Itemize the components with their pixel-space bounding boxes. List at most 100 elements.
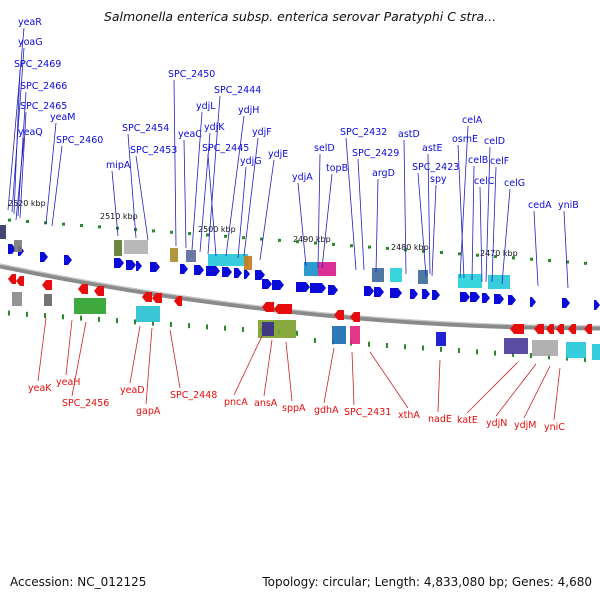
forward-gene-label-spc-2453: SPC_2453: [130, 145, 177, 156]
reverse-gene-label-kate: katE: [457, 415, 478, 426]
track-tick: [584, 261, 587, 265]
leader-line: [351, 351, 355, 406]
track-tick: [368, 245, 371, 249]
forward-gene-label-celg: celG: [504, 178, 525, 189]
leader-line: [437, 359, 441, 413]
scale-label-4: 2480 kbp: [391, 243, 429, 252]
forward-gene-label-spc-2423: SPC_2423: [412, 162, 459, 173]
track-tick: [548, 259, 551, 263]
forward-gene-arrow: [194, 265, 204, 275]
leader-line: [297, 182, 307, 267]
reverse-gene-arrow: [42, 280, 52, 290]
forward-gene-label-spc-2450: SPC_2450: [168, 69, 215, 80]
track-tick: [80, 315, 82, 321]
track-tick: [440, 346, 442, 352]
leader-line: [225, 115, 245, 257]
track-tick: [368, 341, 370, 347]
gene-block-22: [350, 326, 360, 344]
reverse-gene-label-spc-2448: SPC_2448: [170, 390, 217, 401]
forward-gene-arrow: [390, 288, 402, 298]
reverse-gene-label-spc-2431: SPC_2431: [344, 407, 391, 418]
gene-block-21: [332, 326, 346, 344]
reverse-gene-arrow: [546, 324, 554, 334]
forward-gene-label-ydja: ydjA: [292, 172, 313, 183]
reverse-gene-label-yeak: yeaK: [28, 383, 52, 394]
gene-block-17: [74, 298, 106, 314]
leader-line: [403, 139, 407, 275]
track-tick: [314, 241, 317, 245]
forward-gene-label-spc-2445: SPC_2445: [202, 143, 249, 154]
forward-gene-arrow: [374, 287, 384, 297]
forward-gene-arrow: [296, 282, 310, 292]
track-tick: [458, 252, 461, 256]
track-tick: [206, 324, 208, 330]
forward-gene-arrow: [482, 293, 490, 303]
forward-gene-label-spc-2454: SPC_2454: [122, 123, 169, 134]
gene-block-27: [592, 344, 600, 360]
forward-gene-label-mipa: mipA: [106, 160, 131, 171]
track-tick: [512, 351, 514, 357]
forward-gene-label-astd: astD: [398, 129, 420, 140]
leader-line: [207, 153, 217, 257]
reverse-gene-label-yeah: yeaH: [56, 377, 80, 388]
leader-line: [19, 111, 27, 219]
track-tick: [62, 314, 64, 320]
forward-gene-label-seld: selD: [314, 143, 335, 154]
gene-block-3: [124, 240, 148, 254]
forward-gene-arrow: [222, 267, 232, 277]
reverse-gene-label-ynic: yniC: [544, 422, 565, 433]
forward-gene-arrow: [530, 297, 536, 307]
track-tick: [44, 221, 47, 225]
forward-gene-label-celf: celF: [490, 156, 509, 167]
leader-line: [523, 365, 551, 419]
gene-block-14: [488, 275, 510, 289]
track-tick: [548, 354, 550, 360]
reverse-gene-arrow: [510, 324, 524, 334]
gene-block-7: [244, 256, 252, 270]
forward-gene-arrow: [364, 286, 374, 296]
track-tick: [530, 257, 533, 261]
leader-line: [501, 188, 511, 285]
track-tick: [170, 230, 173, 234]
track-tick: [188, 323, 190, 329]
leader-line: [65, 319, 73, 376]
gene-block-10: [372, 268, 384, 282]
forward-gene-label-spc-2429: SPC_2429: [352, 148, 399, 159]
reverse-gene-arrow: [78, 284, 88, 294]
accession-label: Accession: NC_012125: [10, 575, 147, 589]
track-tick: [8, 218, 11, 222]
reverse-gene-arrow: [94, 286, 104, 296]
gene-block-15: [12, 292, 22, 306]
forward-gene-arrow: [114, 258, 124, 268]
track-tick: [494, 255, 497, 259]
gene-block-9: [304, 262, 318, 276]
track-tick: [314, 337, 316, 343]
gene-block-26: [566, 342, 586, 358]
reverse-gene-arrow: [174, 296, 182, 306]
gene-block-6: [208, 254, 248, 266]
leader-line: [11, 47, 25, 213]
forward-gene-label-ydjg: ydjG: [240, 156, 262, 167]
track-tick: [422, 249, 425, 253]
forward-gene-arrow: [262, 279, 272, 289]
leader-line: [317, 153, 321, 269]
forward-gene-arrow: [328, 285, 338, 295]
reverse-gene-arrow: [152, 293, 162, 303]
track-tick: [188, 232, 191, 236]
leader-line: [417, 172, 427, 277]
track-tick: [80, 224, 83, 227]
reverse-gene-arrow: [142, 292, 152, 302]
leader-line: [321, 173, 333, 269]
reverse-gene-label-yead: yeaD: [120, 385, 145, 396]
track-tick: [296, 240, 299, 244]
leader-line: [145, 327, 153, 405]
track-tick: [350, 244, 353, 248]
forward-gene-label-yeac: yeaC: [178, 129, 202, 140]
reverse-gene-arrow: [16, 276, 24, 286]
gene-block-1: [14, 240, 22, 252]
reverse-gene-label-nade: nadE: [428, 414, 452, 425]
track-tick: [512, 256, 515, 260]
reverse-gene-arrow: [274, 304, 292, 314]
forward-gene-arrow: [432, 290, 440, 300]
